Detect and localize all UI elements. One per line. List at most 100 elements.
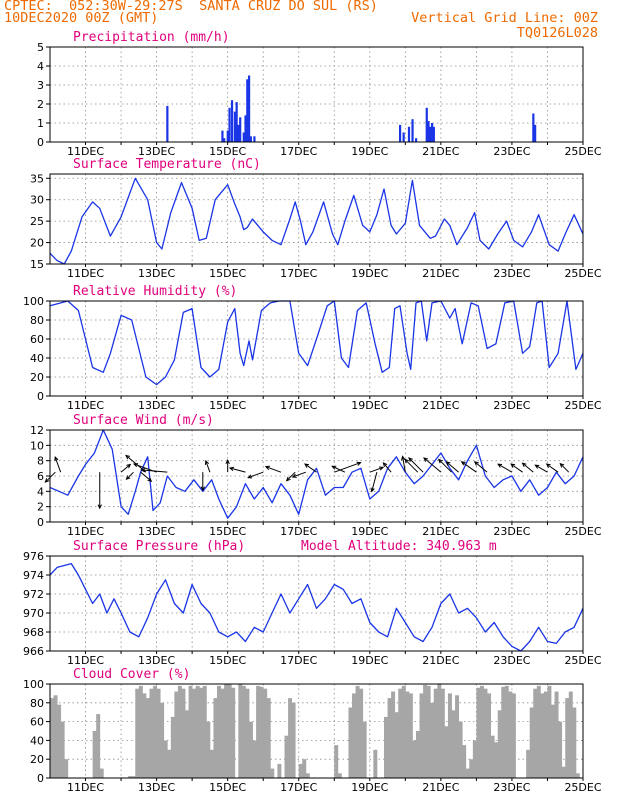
wind-line [49,429,584,519]
cloud-bar [195,685,200,778]
cloud-bar [405,691,410,778]
wind-arrow [473,461,488,473]
cloud-bar [60,721,65,778]
temperature-line [49,177,584,265]
cloud-bar [160,702,165,778]
humidity-ytick-label: 0 [37,390,44,403]
cloud-bar [288,698,293,778]
wind-arrow [200,472,205,492]
wind-arrow [204,459,211,473]
cloud-bar [259,686,264,778]
humidity-ytick-label: 60 [30,333,44,346]
pressure-xtick-label: 21DEC [422,654,459,667]
cloud-bar [387,698,392,778]
temperature-ytick-label: 20 [30,237,44,250]
precip-bar [253,136,256,142]
precipitation-frame [49,46,584,143]
cloud-bar [575,773,580,778]
wind-arrow [521,462,534,473]
wind-arrow [264,465,282,473]
cloud-bar [394,712,399,778]
precipitation-ytick-label: 2 [37,98,44,111]
temperature-title: Surface Temperature (nC) [73,157,261,172]
cloud-bar [167,749,172,778]
cloud-bar [419,693,424,778]
wind-xtick-label: 23DEC [493,525,530,538]
cloud-bar [437,684,442,778]
pressure-subtitle: Model Altitude: 340.963 m [301,539,497,554]
cloud-bar [241,685,246,778]
cloud-bar [568,691,573,778]
pressure-title: Surface Pressure (hPa) [73,539,245,554]
precip-bar [249,136,252,142]
precipitation-ytick-label: 4 [37,60,44,73]
cloud-bar [256,685,261,778]
pressure-xtick-label: 17DEC [280,654,317,667]
temperature-panel: 15 20 25 30 35 11DEC 13DEC 15DEC 17DEC 19DEC 21DEC… [30,157,602,280]
precip-bar [244,115,247,142]
temperature-ytick-label: 35 [30,172,44,185]
cloud-bar [529,707,534,778]
wind-arrow [304,463,317,473]
cloud-cover-ytick-label: 20 [30,753,44,766]
cloud-bar [284,735,289,778]
precipitation-ytick-label: 0 [37,136,44,149]
pressure-line [49,562,584,652]
cloud-bar [174,691,179,778]
wind-arrow [334,461,362,473]
cloud-bar [245,688,250,778]
cloud-bar [533,688,538,778]
precip-bar [233,111,236,142]
cloud-cover-xtick-label: 17DEC [280,781,317,794]
header-code: TQ0126L028 [516,25,598,41]
cloud-bar [362,721,367,778]
pressure-xtick-label: 23DEC [493,654,530,667]
cloud-bar [391,691,396,778]
wind-arrow [285,471,296,482]
precip-bar [411,119,414,142]
wind-arrow [408,457,424,473]
precipitation-ytick-label: 1 [37,117,44,130]
cloud-bar [426,685,431,778]
cloud-cover-xtick-label: 15DEC [209,781,246,794]
cloud-bar [472,740,477,778]
humidity-xtick-label: 13DEC [138,399,175,412]
precip-bar [235,102,238,142]
cloud-bar [252,740,257,778]
precipitation-ytick-label: 5 [37,41,44,54]
cloud-bar [270,768,275,778]
humidity-xtick-label: 21DEC [422,399,459,412]
humidity-ytick-label: 20 [30,371,44,384]
precipitation-xtick-label: 13DEC [138,145,175,158]
precipitation-title: Precipitation (mm/h) [73,30,230,45]
cloud-bar [220,688,225,778]
precip-bar [532,113,535,142]
cloud-bar [217,685,221,778]
wind-arrow [404,458,419,473]
cloud-bar [490,735,495,778]
wind-title: Surface Wind (m/s) [73,413,214,428]
pressure-xtick-label: 11DEC [67,654,104,667]
cloud-bar [511,693,516,778]
temperature-xtick-label: 25DEC [564,267,601,280]
cloud-bar [565,698,570,778]
wind-arrow [382,462,392,473]
precip-bar [166,105,169,142]
cloud-bar [551,704,555,778]
wind-arrow [120,463,132,473]
cloud-bar [291,702,296,778]
cloud-bar [526,749,531,778]
precip-bar [230,100,234,142]
humidity-ytick-label: 40 [30,352,44,365]
cloud-bar [142,693,147,778]
wind-arrow [140,468,168,473]
wind-ytick-label: 0 [37,516,44,529]
wind-arrow [545,463,559,473]
temperature-xtick-label: 11DEC [67,267,104,280]
cloud-bar [263,688,268,778]
cloud-bar [128,776,133,778]
cloud-bar [224,684,229,778]
pressure-ytick-label: 972 [23,588,44,601]
cloud-bar [384,716,388,778]
wind-arrow [497,463,513,473]
